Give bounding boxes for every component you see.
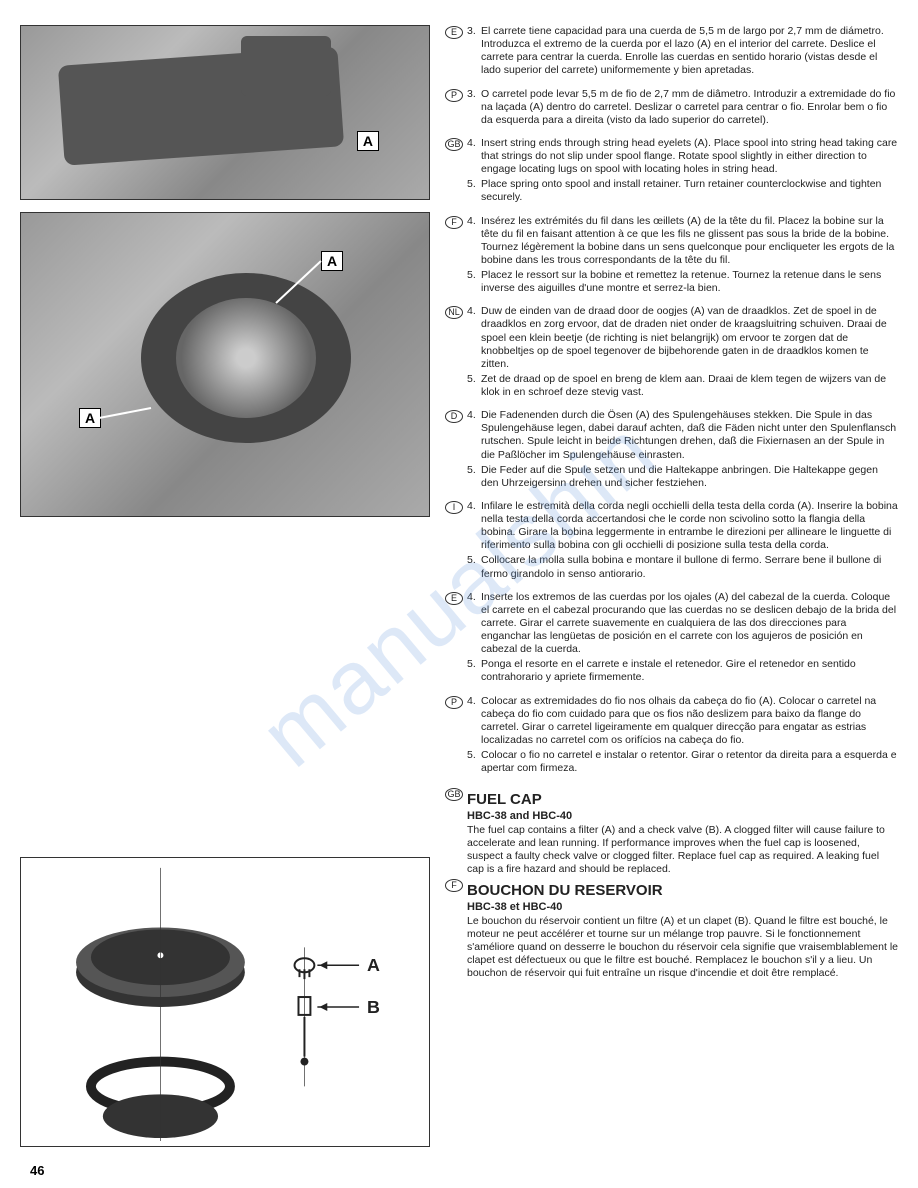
item-text: Duw de einden van de draad door de oogje… (481, 305, 898, 371)
language-block: NL 4.Duw de einden van de draad door de o… (445, 305, 898, 401)
photo-middle: A A (20, 212, 430, 517)
numbered-item: 5.Place spring onto spool and install re… (467, 178, 898, 204)
language-content: 4.Duw de einden van de draad door de oog… (467, 305, 898, 401)
item-number: 5. (467, 269, 481, 295)
item-number: 5. (467, 178, 481, 204)
language-block: E 3.El carrete tiene capacidad para una c… (445, 25, 898, 80)
numbered-item: 5.Placez le ressort sur la bobine et rem… (467, 269, 898, 295)
numbered-item: 5.Ponga el resorte en el carrete e insta… (467, 658, 898, 684)
item-number: 4. (467, 305, 481, 371)
numbered-item: 4.Insert string ends through string head… (467, 137, 898, 176)
item-text: Colocar o fio no carretel e instalar o r… (481, 749, 898, 775)
language-code: E (445, 26, 463, 39)
item-text: Insérez les extrémités du fil dans les œ… (481, 215, 898, 268)
photo1-label-a: A (357, 131, 379, 151)
language-code: GB (445, 788, 463, 801)
photo2-label-a-top: A (321, 251, 343, 271)
section-body: The fuel cap contains a filter (A) and a… (467, 824, 898, 877)
section-subtitle: HBC-38 and HBC-40 (467, 810, 898, 824)
section-title-row: GB FUEL CAPHBC-38 and HBC-40The fuel cap … (445, 785, 898, 876)
item-number: 4. (467, 215, 481, 268)
numbered-item: 4.Die Fadenenden durch die Ösen (A) des … (467, 409, 898, 462)
item-number: 5. (467, 554, 481, 580)
item-number: 5. (467, 749, 481, 775)
left-column: A A A (20, 25, 430, 1147)
section-title: BOUCHON DU RESERVOIR (467, 882, 898, 901)
numbered-item: 5.Collocare la molla sulla bobina e mont… (467, 554, 898, 580)
diagram-label-b: B (367, 997, 380, 1017)
language-code: F (445, 216, 463, 229)
item-text: Colocar as extremidades do fio nos olhai… (481, 695, 898, 748)
item-number: 4. (467, 591, 481, 657)
language-block: D 4.Die Fadenenden durch die Ösen (A) des… (445, 409, 898, 492)
page-number: 46 (30, 1163, 44, 1178)
diagram-fuelcap: A B (20, 857, 430, 1147)
section-title: FUEL CAP (467, 791, 898, 810)
language-code: NL (445, 306, 463, 319)
item-number: 3. (467, 25, 481, 78)
language-block: GB 4.Insert string ends through string he… (445, 137, 898, 207)
language-content: 4.Infilare le estremità della corda negl… (467, 500, 898, 583)
language-content: 4.Insérez les extrémités du fil dans les… (467, 215, 898, 298)
language-code: E (445, 592, 463, 605)
numbered-item: 5.Die Feder auf die Spule setzen und die… (467, 464, 898, 490)
item-text: Ponga el resorte en el carrete e instale… (481, 658, 898, 684)
right-column: E 3.El carrete tiene capacidad para una c… (445, 25, 898, 1147)
language-block: I 4.Infilare le estremità della corda neg… (445, 500, 898, 583)
numbered-item: 5.Zet de draad op de spoel en breng de k… (467, 373, 898, 399)
language-content: 4.Insert string ends through string head… (467, 137, 898, 207)
language-code: P (445, 89, 463, 102)
diagram-label-a: A (367, 955, 380, 975)
section-title-row: F BOUCHON DU RESERVOIRHBC-38 et HBC-40Le … (445, 876, 898, 980)
language-code: F (445, 879, 463, 892)
numbered-item: 3.El carrete tiene capacidad para una cu… (467, 25, 898, 78)
section-body: Le bouchon du réservoir contient un filt… (467, 915, 898, 981)
language-code: I (445, 501, 463, 514)
item-number: 4. (467, 500, 481, 553)
item-number: 5. (467, 464, 481, 490)
section-subtitle: HBC-38 et HBC-40 (467, 901, 898, 915)
item-text: El carrete tiene capacidad para una cuer… (481, 25, 898, 78)
item-text: Collocare la molla sulla bobina e montar… (481, 554, 898, 580)
item-text: Die Feder auf die Spule setzen und die H… (481, 464, 898, 490)
item-text: Infilare le estremità della corda negli … (481, 500, 898, 553)
language-content: 3.O carretel pode levar 5,5 m de fio de … (467, 88, 898, 129)
photo2-label-a-left: A (79, 408, 101, 428)
language-content: 3.El carrete tiene capacidad para una cu… (467, 25, 898, 80)
language-code: P (445, 696, 463, 709)
photo-top: A (20, 25, 430, 200)
numbered-item: 5.Colocar o fio no carretel e instalar o… (467, 749, 898, 775)
language-code: GB (445, 138, 463, 151)
item-text: Place spring onto spool and install reta… (481, 178, 898, 204)
item-number: 3. (467, 88, 481, 127)
numbered-item: 4.Infilare le estremità della corda negl… (467, 500, 898, 553)
item-text: Inserte los extremos de las cuerdas por … (481, 591, 898, 657)
language-content: 4.Colocar as extremidades do fio nos olh… (467, 695, 898, 778)
numbered-item: 4.Insérez les extrémités du fil dans les… (467, 215, 898, 268)
item-text: O carretel pode levar 5,5 m de fio de 2,… (481, 88, 898, 127)
language-content: 4.Inserte los extremos de las cuerdas po… (467, 591, 898, 687)
item-text: Insert string ends through string head e… (481, 137, 898, 176)
page: A A A (0, 0, 918, 1157)
item-number: 5. (467, 373, 481, 399)
numbered-item: 3.O carretel pode levar 5,5 m de fio de … (467, 88, 898, 127)
language-content: 4.Die Fadenenden durch die Ösen (A) des … (467, 409, 898, 492)
item-number: 5. (467, 658, 481, 684)
numbered-item: 4.Duw de einden van de draad door de oog… (467, 305, 898, 371)
item-text: Die Fadenenden durch die Ösen (A) des Sp… (481, 409, 898, 462)
language-code: D (445, 410, 463, 423)
language-block: P 3.O carretel pode levar 5,5 m de fio de… (445, 88, 898, 129)
item-number: 4. (467, 409, 481, 462)
item-number: 4. (467, 695, 481, 748)
numbered-item: 4.Colocar as extremidades do fio nos olh… (467, 695, 898, 748)
numbered-item: 4.Inserte los extremos de las cuerdas po… (467, 591, 898, 657)
language-block: P 4.Colocar as extremidades do fio nos ol… (445, 695, 898, 778)
item-number: 4. (467, 137, 481, 176)
item-text: Placez le ressort sur la bobine et remet… (481, 269, 898, 295)
item-text: Zet de draad op de spoel en breng de kle… (481, 373, 898, 399)
language-block: E 4.Inserte los extremos de las cuerdas p… (445, 591, 898, 687)
language-block: F 4.Insérez les extrémités du fil dans le… (445, 215, 898, 298)
